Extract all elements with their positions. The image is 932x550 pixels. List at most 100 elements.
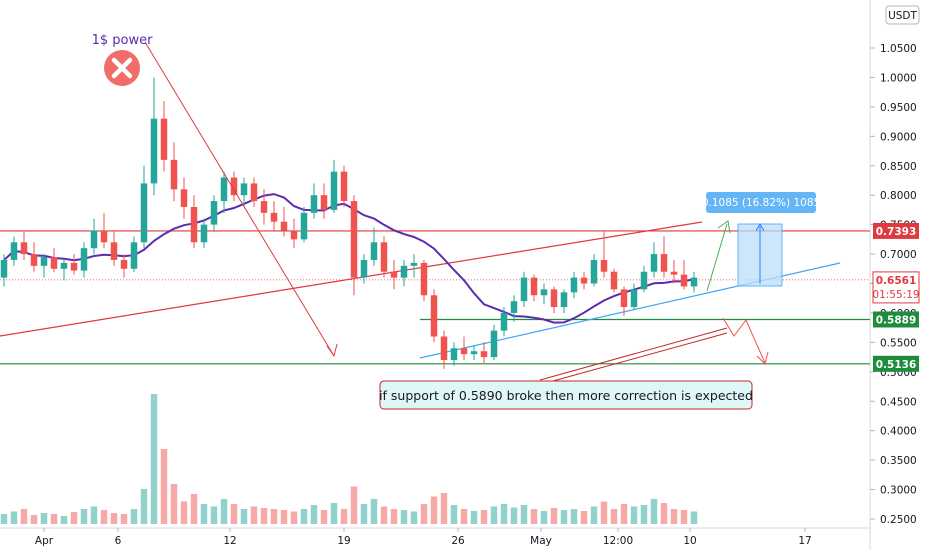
volume-bar bbox=[550, 508, 558, 524]
bearish-projection-arrowhead bbox=[756, 351, 769, 365]
candle-body bbox=[530, 277, 538, 296]
bearish-projection-line[interactable] bbox=[722, 317, 766, 364]
candle-body bbox=[180, 189, 188, 207]
volume-bar bbox=[460, 509, 468, 524]
volume-bar bbox=[200, 504, 208, 524]
volume-bar bbox=[640, 505, 648, 524]
volume-bar bbox=[180, 501, 188, 524]
candle-body bbox=[640, 271, 648, 290]
callout-text: if support of 0.5890 broke then more cor… bbox=[379, 388, 753, 403]
candle-body bbox=[680, 274, 688, 287]
candle-body bbox=[210, 201, 218, 225]
candle-body bbox=[260, 201, 268, 213]
y-tick-label: 0.9000 bbox=[880, 131, 917, 143]
candle-body bbox=[430, 295, 438, 337]
volume-bar bbox=[20, 509, 28, 524]
volume-bar bbox=[470, 511, 478, 524]
volume-bar bbox=[450, 505, 458, 524]
y-tick-label: 0.4500 bbox=[880, 396, 917, 408]
candle-body bbox=[630, 289, 638, 308]
volume-bar bbox=[190, 494, 198, 524]
candle-body bbox=[320, 195, 328, 210]
y-tick-label: 1.0000 bbox=[880, 72, 917, 84]
volume-bar bbox=[370, 499, 378, 524]
y-tick-label: 0.2500 bbox=[880, 514, 917, 526]
candle-body bbox=[410, 262, 418, 266]
volume-bar bbox=[50, 514, 58, 524]
candle-body bbox=[500, 312, 508, 331]
candle-body bbox=[90, 230, 98, 249]
volume-bar bbox=[90, 506, 98, 524]
x-tick-label: 6 bbox=[115, 535, 122, 547]
candle-body bbox=[80, 248, 88, 271]
candle-body bbox=[140, 183, 148, 243]
candle-body bbox=[110, 242, 118, 260]
volume-bar bbox=[690, 511, 698, 524]
candle-body bbox=[600, 259, 608, 272]
volume-bar bbox=[70, 512, 78, 524]
volume-bar bbox=[110, 513, 118, 524]
callout-box[interactable] bbox=[379, 380, 753, 410]
volume-bar bbox=[630, 506, 638, 524]
volume-bar bbox=[290, 511, 298, 524]
x-tick-label: 17 bbox=[798, 535, 811, 547]
candle-body bbox=[330, 171, 338, 210]
candle-body bbox=[220, 177, 228, 202]
volume-bar bbox=[170, 484, 178, 524]
volume-bar bbox=[150, 394, 158, 524]
volume-bar bbox=[410, 511, 418, 524]
candle-body bbox=[370, 242, 378, 260]
x-axis-ticks: Apr 6 12 19 26 May 12:00 10 17 bbox=[35, 528, 812, 547]
candle-body bbox=[470, 351, 478, 355]
current-price-tag: 0.6561 01:55:19 bbox=[872, 271, 920, 304]
callout-pointer-1 bbox=[539, 327, 728, 381]
volume-bar bbox=[560, 510, 568, 524]
x-tick-label: 26 bbox=[451, 535, 465, 547]
y-tick-label: 0.8000 bbox=[880, 190, 917, 202]
close-pin-icon[interactable] bbox=[104, 50, 140, 86]
x-tick-label: Apr bbox=[35, 535, 54, 547]
measure-label-box bbox=[706, 192, 816, 213]
volume-bar bbox=[510, 507, 518, 524]
volume-bar bbox=[610, 509, 618, 524]
volume-bar bbox=[250, 506, 258, 524]
bullish-projection-line[interactable] bbox=[706, 223, 728, 292]
volume-bar bbox=[600, 501, 608, 524]
bar-countdown: 01:55:19 bbox=[872, 289, 919, 301]
candle-body bbox=[690, 277, 698, 287]
rising-trendline[interactable] bbox=[0, 221, 703, 337]
volume-bar bbox=[400, 510, 408, 524]
drop-projection-line[interactable] bbox=[144, 41, 335, 357]
volume-bar bbox=[240, 509, 248, 524]
candle-body bbox=[660, 254, 668, 272]
svg-text:0.7393: 0.7393 bbox=[876, 226, 917, 238]
candle-body bbox=[480, 351, 488, 358]
volume-bar bbox=[520, 505, 528, 524]
volume-bar bbox=[340, 509, 348, 524]
volume-bar bbox=[160, 449, 168, 524]
volume-bar bbox=[590, 506, 598, 524]
candle-body bbox=[0, 259, 8, 278]
candle-body bbox=[230, 177, 238, 196]
candle-body bbox=[190, 206, 198, 243]
y-tick-label: 0.8500 bbox=[880, 161, 917, 173]
candle-body bbox=[520, 277, 528, 302]
drop-projection-arrowhead bbox=[326, 343, 338, 358]
candle-body bbox=[440, 336, 448, 361]
moving-average-line[interactable] bbox=[3, 193, 695, 324]
volume-bar bbox=[670, 509, 678, 524]
candle-body bbox=[570, 277, 578, 293]
candle-body bbox=[60, 262, 68, 269]
volume-bar bbox=[380, 506, 388, 524]
candle-body bbox=[120, 259, 128, 269]
volume-bars bbox=[0, 394, 698, 524]
volume-bar bbox=[260, 508, 268, 524]
volume-bar bbox=[40, 513, 48, 524]
candle-body bbox=[280, 221, 288, 231]
candle-body bbox=[100, 230, 108, 243]
volume-bar bbox=[620, 504, 628, 524]
currency-badge[interactable] bbox=[885, 5, 920, 25]
candle-body bbox=[450, 348, 458, 361]
candlesticks[interactable] bbox=[0, 77, 698, 369]
